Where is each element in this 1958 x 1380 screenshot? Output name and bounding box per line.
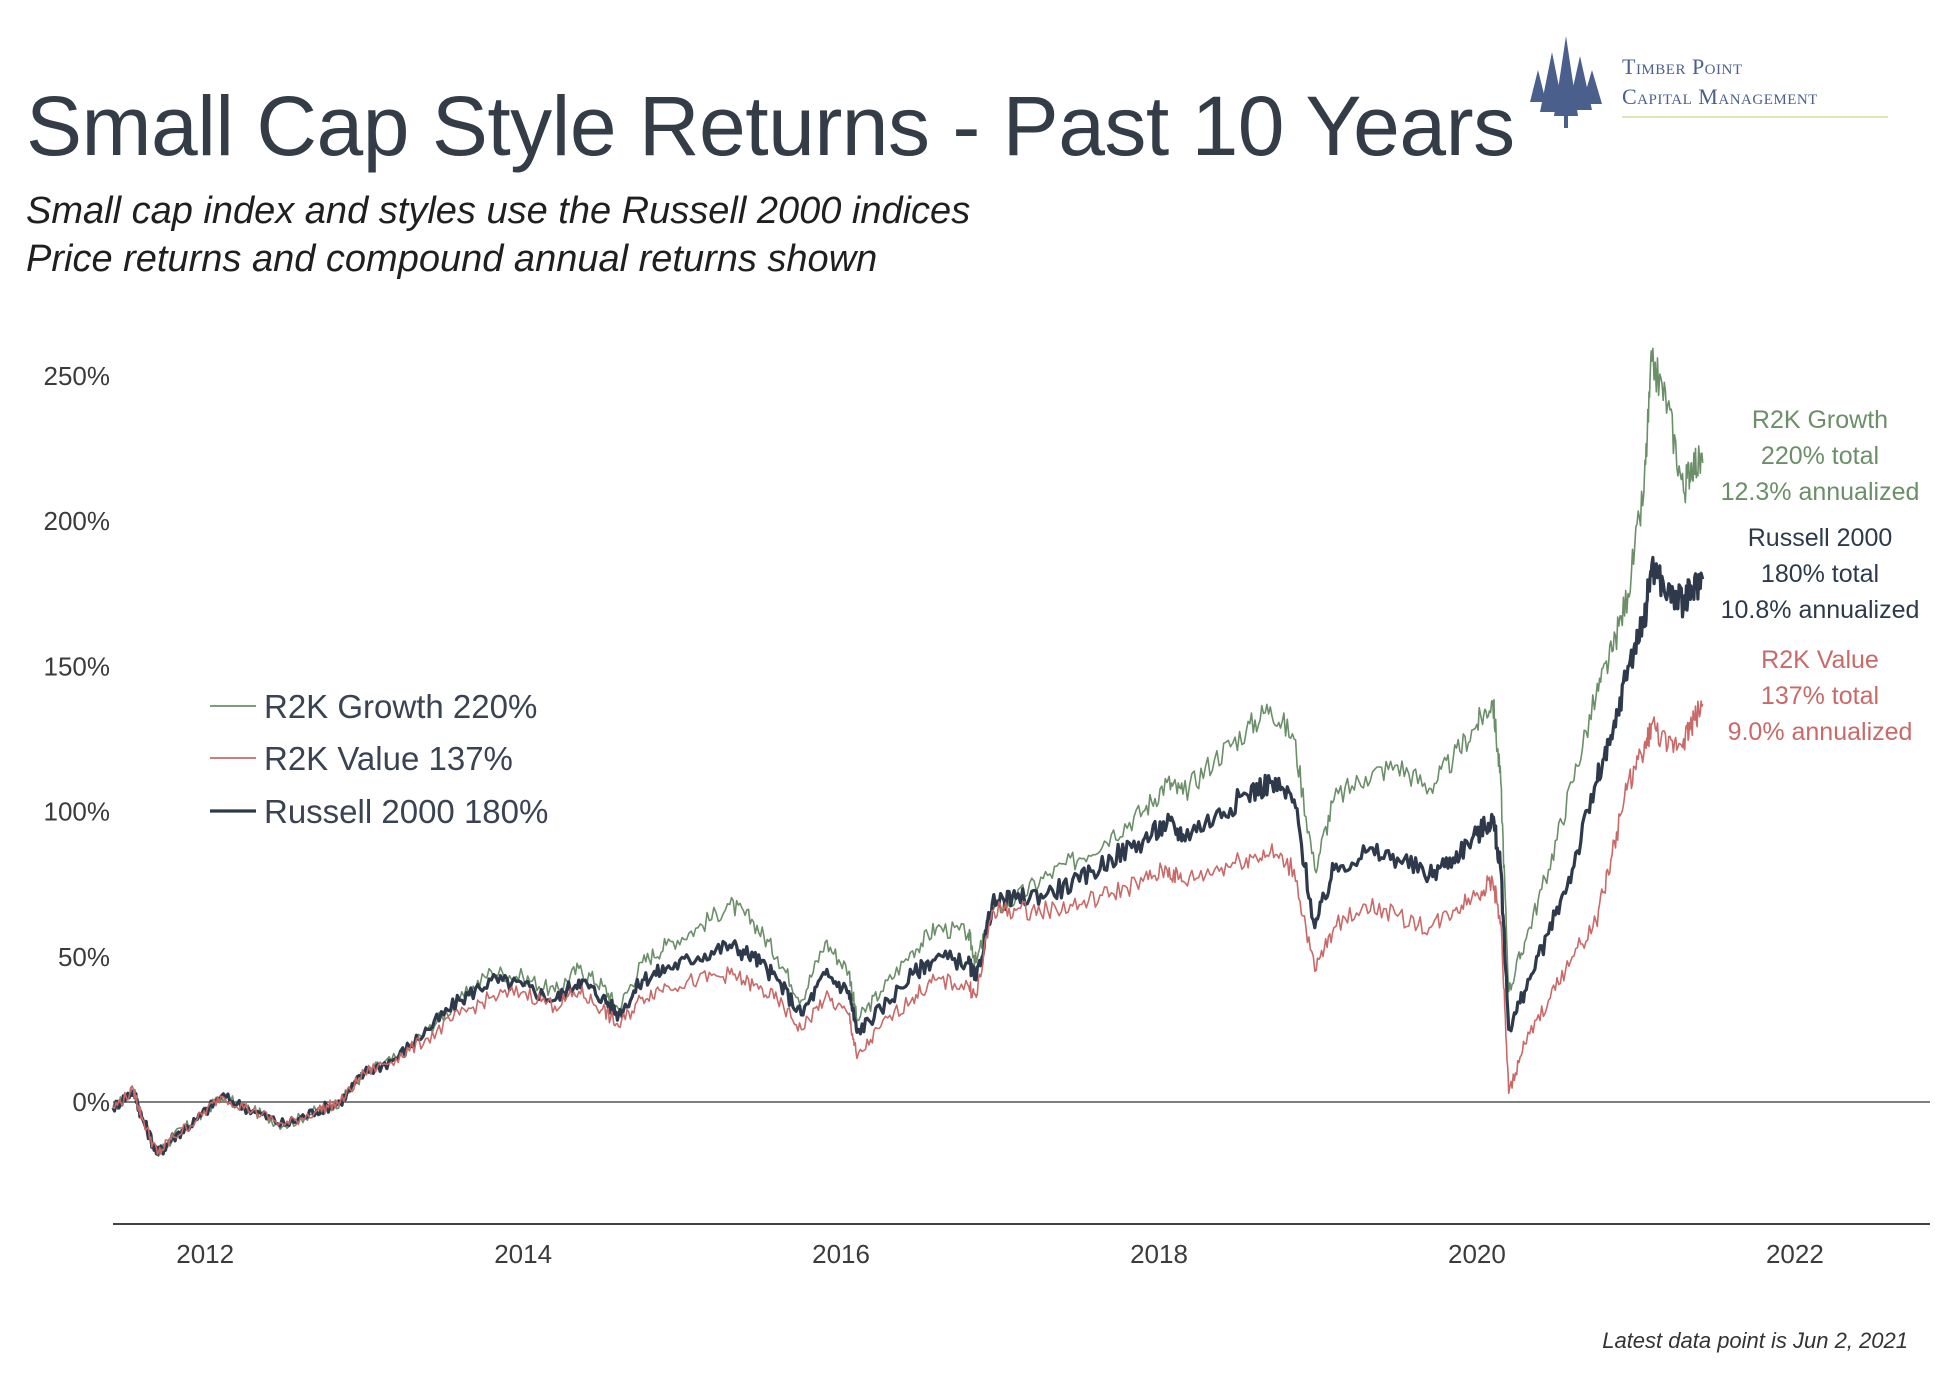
y-tick-label: 250% xyxy=(44,361,111,391)
subtitle-line-1: Small cap index and styles use the Russe… xyxy=(26,190,971,232)
logo-text: Timber Point Capital Management xyxy=(1622,52,1818,112)
x-axis-ticks: 2012 2014 2016 2018 2020 2022 xyxy=(176,1239,1824,1269)
annotation-russell-line: 10.8% annualized xyxy=(1721,596,1920,624)
legend-label-russell: Russell 2000 180% xyxy=(264,793,548,830)
subtitle-line-2: Price returns and compound annual return… xyxy=(26,238,878,280)
footnote: Latest data point is Jun 2, 2021 xyxy=(1602,1328,1908,1353)
logo-line-1: Timber Point xyxy=(1622,54,1743,79)
annotation-growth-line: 12.3% annualized xyxy=(1721,478,1920,506)
x-tick-label: 2016 xyxy=(812,1239,870,1269)
annotation-value-line: R2K Value xyxy=(1761,646,1879,674)
annotation-growth-line: R2K Growth xyxy=(1752,406,1888,434)
x-tick-label: 2020 xyxy=(1448,1239,1506,1269)
y-tick-label: 0% xyxy=(72,1087,110,1117)
annotation-russell-line: Russell 2000 xyxy=(1748,524,1893,552)
y-tick-label: 100% xyxy=(44,797,111,827)
end-annotations: R2K Growth 220% total 12.3% annualized Russ… xyxy=(1721,406,1920,746)
logo-rule xyxy=(1622,116,1888,118)
y-tick-label: 200% xyxy=(44,506,111,536)
legend-label-growth: R2K Growth 220% xyxy=(264,688,537,725)
y-tick-label: 150% xyxy=(44,651,111,681)
annotation-value-line: 9.0% annualized xyxy=(1728,718,1913,746)
series-line-russell xyxy=(111,555,1705,1156)
logo-line-2: Capital Management xyxy=(1622,84,1818,109)
y-axis-ticks: 0% 50% 100% 150% 200% 250% xyxy=(44,361,111,1117)
legend: R2K Growth 220% R2K Value 137% Russell 200… xyxy=(210,688,548,830)
x-tick-label: 2018 xyxy=(1130,1239,1188,1269)
x-tick-label: 2022 xyxy=(1766,1239,1824,1269)
legend-label-value: R2K Value 137% xyxy=(264,740,513,777)
x-tick-label: 2014 xyxy=(494,1239,552,1269)
pine-trees-icon xyxy=(1530,36,1602,128)
annotation-russell-line: 180% total xyxy=(1761,560,1879,588)
y-tick-label: 50% xyxy=(58,942,110,972)
x-tick-label: 2012 xyxy=(176,1239,234,1269)
series-group xyxy=(111,347,1705,1157)
company-logo: Timber Point Capital Management xyxy=(1520,30,1890,130)
series-line-value xyxy=(112,700,1704,1156)
annotation-value-line: 137% total xyxy=(1761,682,1879,710)
annotation-growth-line: 220% total xyxy=(1761,442,1879,470)
page-title: Small Cap Style Returns - Past 10 Years xyxy=(26,79,1515,173)
